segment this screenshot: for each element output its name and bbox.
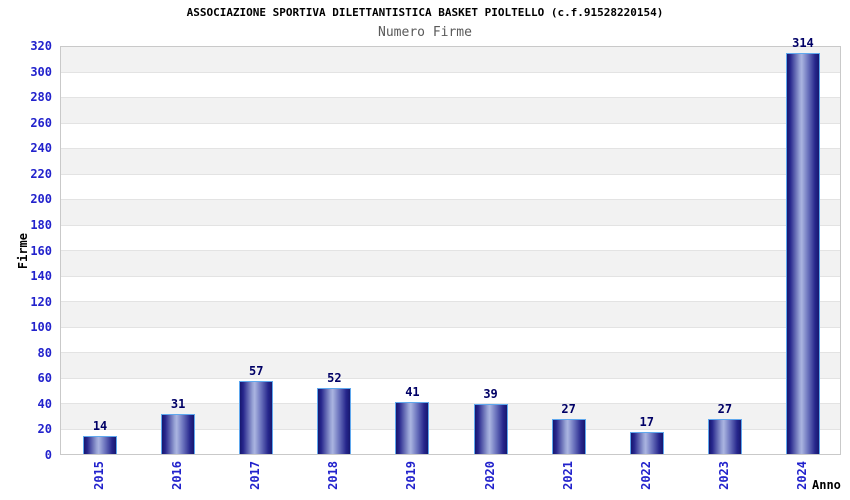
plot-band	[61, 173, 840, 199]
y-tick-label: 60	[37, 371, 52, 386]
plot-band	[61, 148, 840, 174]
bar-value-label: 27	[561, 402, 576, 416]
bar-2019	[395, 402, 430, 454]
y-tick-label: 140	[30, 269, 52, 284]
y-tick-label: 120	[30, 294, 52, 309]
plot-band	[61, 250, 840, 276]
bar-2023	[707, 419, 742, 454]
plot-band	[61, 199, 840, 225]
y-tick-label: 200	[30, 192, 52, 207]
x-tick-label-2018: 2018	[326, 461, 341, 490]
bar-2015	[83, 436, 118, 454]
y-tick-label: 260	[30, 115, 52, 130]
y-tick-label: 0	[44, 448, 52, 462]
y-tick-label: 280	[30, 90, 52, 105]
chart-subtitle: Numero Firme	[378, 25, 472, 40]
x-tick-label-2021: 2021	[560, 461, 575, 490]
x-tick-label-2019: 2019	[404, 461, 419, 490]
plot-bands	[61, 47, 840, 454]
plot-area: 14 31 57 52 41 39 27 17 27 314	[60, 36, 841, 455]
bar-2018	[317, 388, 352, 454]
y-tick-label: 180	[30, 217, 52, 232]
plot-band	[61, 47, 840, 72]
chart-title: ASSOCIAZIONE SPORTIVA DILETTANTISTICA BA…	[186, 6, 664, 19]
bar-2017	[239, 381, 274, 454]
bar-2016	[161, 414, 196, 454]
bar-2020	[473, 404, 508, 454]
plot-band	[61, 352, 840, 378]
plot-band	[61, 97, 840, 123]
x-tick-label-2023: 2023	[716, 461, 731, 490]
bar-value-label: 39	[483, 387, 498, 401]
plot-band	[61, 71, 840, 97]
bar-2021	[551, 419, 586, 454]
bar-value-label: 17	[639, 415, 654, 429]
y-tick-label: 240	[30, 141, 52, 156]
bar-value-label: 314	[792, 36, 814, 50]
y-tick-label: 40	[37, 396, 52, 411]
y-tick-label: 300	[30, 64, 52, 79]
plot-band	[61, 301, 840, 327]
x-axis-title: Anno	[812, 478, 841, 492]
x-tick-label-2015: 2015	[92, 461, 107, 490]
bar-value-label: 57	[249, 364, 264, 378]
bar-2022	[629, 432, 664, 454]
bar-value-label: 31	[170, 397, 186, 411]
y-axis-title: Firme	[16, 232, 30, 270]
y-tick-label: 80	[37, 345, 52, 360]
y-tick-label: 160	[30, 243, 52, 258]
x-tick-label-2016: 2016	[170, 461, 185, 490]
y-tick-label: 100	[30, 320, 52, 335]
y-tick-label: 220	[30, 166, 52, 181]
bar-value-label: 27	[717, 402, 733, 416]
plot-band	[61, 377, 840, 403]
bar-value-label: 41	[405, 385, 420, 399]
plot-band	[61, 326, 840, 352]
x-tick-label-2017: 2017	[248, 461, 263, 490]
y-tick-label: 20	[37, 422, 52, 437]
bar-value-label: 52	[327, 371, 342, 385]
plot-band	[61, 275, 840, 301]
plot-band	[61, 224, 840, 250]
x-tick-label-2020: 2020	[482, 461, 497, 490]
x-tick-label-2022: 2022	[638, 461, 653, 490]
bar-2024	[785, 53, 820, 454]
x-tick-label-2024: 2024	[794, 461, 809, 490]
plot-band	[61, 122, 840, 148]
y-tick-label: 320	[30, 39, 52, 53]
bar-value-label: 14	[92, 419, 108, 433]
